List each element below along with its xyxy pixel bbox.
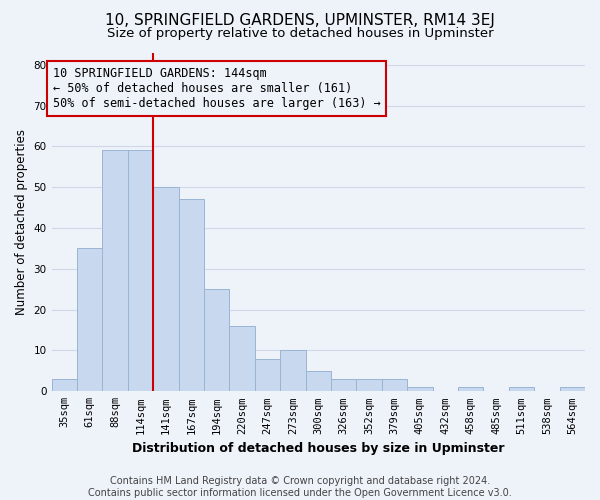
Text: Size of property relative to detached houses in Upminster: Size of property relative to detached ho… bbox=[107, 28, 493, 40]
Y-axis label: Number of detached properties: Number of detached properties bbox=[15, 129, 28, 315]
Bar bbox=[103, 150, 128, 392]
Bar bbox=[458, 387, 484, 392]
Text: Contains HM Land Registry data © Crown copyright and database right 2024.
Contai: Contains HM Land Registry data © Crown c… bbox=[88, 476, 512, 498]
Bar bbox=[331, 379, 356, 392]
Bar bbox=[204, 290, 229, 392]
Text: 10, SPRINGFIELD GARDENS, UPMINSTER, RM14 3EJ: 10, SPRINGFIELD GARDENS, UPMINSTER, RM14… bbox=[105, 12, 495, 28]
Bar bbox=[255, 358, 280, 392]
Bar bbox=[356, 379, 382, 392]
X-axis label: Distribution of detached houses by size in Upminster: Distribution of detached houses by size … bbox=[132, 442, 505, 455]
Bar bbox=[560, 387, 585, 392]
Bar bbox=[305, 371, 331, 392]
Bar bbox=[52, 379, 77, 392]
Bar bbox=[179, 200, 204, 392]
Text: 10 SPRINGFIELD GARDENS: 144sqm
← 50% of detached houses are smaller (161)
50% of: 10 SPRINGFIELD GARDENS: 144sqm ← 50% of … bbox=[53, 67, 380, 110]
Bar bbox=[382, 379, 407, 392]
Bar bbox=[280, 350, 305, 392]
Bar bbox=[128, 150, 153, 392]
Bar bbox=[509, 387, 534, 392]
Bar bbox=[407, 387, 433, 392]
Bar bbox=[153, 187, 179, 392]
Bar bbox=[77, 248, 103, 392]
Bar bbox=[229, 326, 255, 392]
